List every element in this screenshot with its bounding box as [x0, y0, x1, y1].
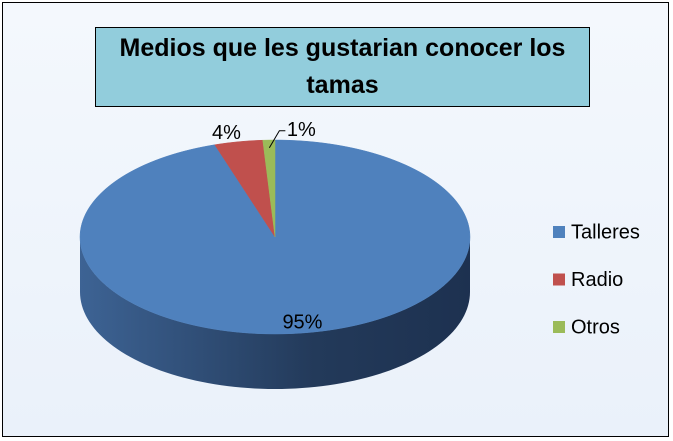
data-label: 1%: [287, 119, 316, 141]
legend-label: Talleres: [571, 221, 640, 243]
legend-label: Otros: [571, 316, 620, 338]
chart-title: Medios que les gustarian conocer los tam…: [95, 27, 590, 107]
leader-line: [268, 130, 286, 149]
legend-swatch: [553, 321, 565, 333]
data-label: 4%: [212, 122, 241, 144]
slice: [214, 139, 276, 238]
legend-label: Radio: [571, 269, 623, 291]
legend-swatch: [553, 273, 565, 286]
legend-swatch: [553, 226, 565, 238]
slice: [262, 139, 276, 238]
data-label: 95%: [282, 312, 322, 334]
slice-side: [80, 237, 470, 389]
